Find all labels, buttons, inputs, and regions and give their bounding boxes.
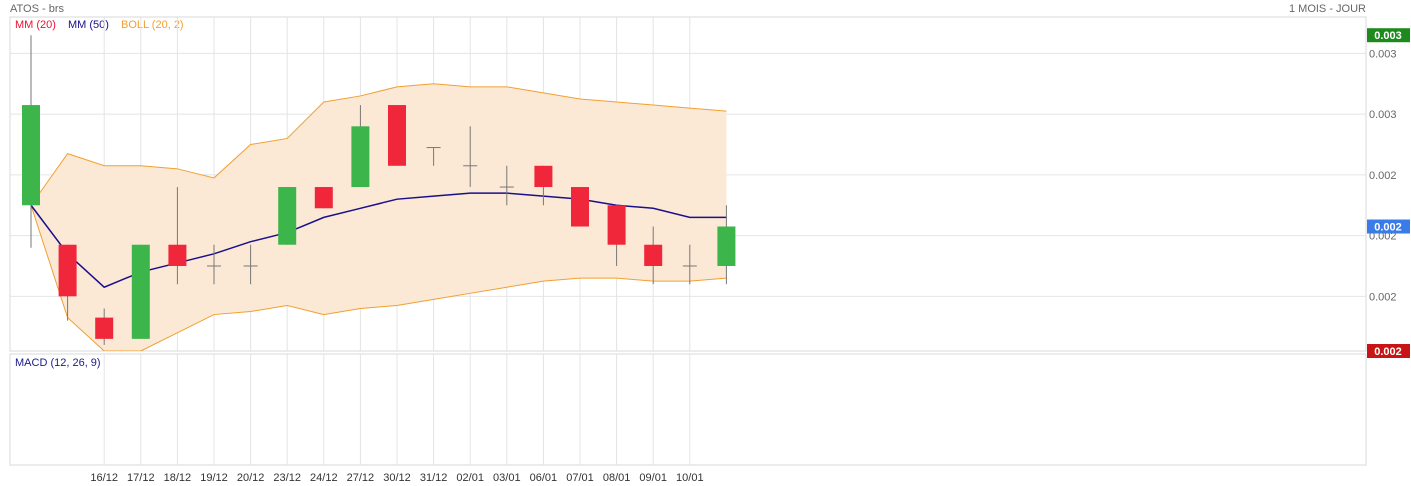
x-tick-label: 07/01 bbox=[566, 472, 594, 484]
candle-body bbox=[168, 244, 187, 266]
y-tick-label: 0.003 bbox=[1369, 109, 1397, 121]
legend-mm20[interactable]: MM (20) bbox=[15, 19, 56, 31]
x-tick-label: 24/12 bbox=[310, 472, 338, 484]
candle-body bbox=[278, 187, 297, 245]
price-badge bbox=[1367, 28, 1410, 43]
macd-label: MACD (12, 26, 9) bbox=[15, 357, 101, 369]
y-tick-label: 0.002 bbox=[1369, 231, 1397, 243]
x-tick-label: 03/01 bbox=[493, 472, 521, 484]
y-tick-label: 0.002 bbox=[1369, 170, 1397, 182]
price-badge bbox=[1367, 344, 1410, 358]
x-tick-label: 27/12 bbox=[347, 472, 375, 484]
x-tick-label: 18/12 bbox=[164, 472, 192, 484]
x-tick-label: 31/12 bbox=[420, 472, 448, 484]
candle-body bbox=[58, 244, 77, 297]
y-tick-label: 0.002 bbox=[1369, 291, 1397, 303]
candle-body bbox=[131, 244, 150, 339]
candle-body bbox=[22, 105, 40, 206]
x-tick-label: 02/01 bbox=[456, 472, 484, 484]
candle-body bbox=[571, 187, 589, 227]
legend-bollinger[interactable]: BOLL (20, 2) bbox=[121, 19, 184, 31]
x-tick-label: 09/01 bbox=[639, 472, 667, 484]
x-tick-label: 17/12 bbox=[127, 472, 155, 484]
legend-mm50[interactable]: MM (50) bbox=[68, 19, 109, 31]
y-tick-label: 0.003 bbox=[1369, 48, 1397, 60]
x-tick-label: 23/12 bbox=[273, 472, 301, 484]
price-badge-label: 0.003 bbox=[1374, 30, 1402, 42]
x-tick-label: 10/01 bbox=[676, 472, 704, 484]
candle-body bbox=[607, 205, 626, 245]
price-badge-label: 0.002 bbox=[1374, 222, 1402, 234]
candle-body bbox=[644, 244, 663, 266]
price-series-group bbox=[22, 35, 736, 351]
macd-pane-frame bbox=[9, 353, 1367, 466]
candle-body bbox=[314, 187, 333, 209]
x-tick-label: 06/01 bbox=[530, 472, 558, 484]
price-badge-label: 0.002 bbox=[1374, 346, 1402, 358]
x-tick-label: 16/12 bbox=[90, 472, 118, 484]
price-pane-frame bbox=[9, 16, 1367, 352]
period-selector[interactable]: 1 MOIS - JOUR bbox=[1288, 3, 1366, 15]
price-badge bbox=[1367, 219, 1410, 234]
indicator-legend: MM (20) MM (50) BOLL (20, 2) bbox=[15, 19, 193, 31]
candle-body bbox=[388, 105, 406, 166]
x-tick-label: 20/12 bbox=[237, 472, 265, 484]
x-tick-label: 08/01 bbox=[603, 472, 631, 484]
candle-body bbox=[534, 165, 553, 188]
candle-body bbox=[717, 226, 736, 266]
candle-body bbox=[351, 126, 370, 188]
x-tick-label: 19/12 bbox=[200, 472, 228, 484]
bollinger-upper-line bbox=[30, 83, 727, 206]
bollinger-lower-line bbox=[30, 205, 727, 351]
bollinger-band-fill bbox=[31, 83, 727, 351]
x-tick-label: 30/12 bbox=[383, 472, 411, 484]
chart-title: ATOS - brs bbox=[10, 3, 64, 15]
candle-body bbox=[95, 317, 114, 339]
